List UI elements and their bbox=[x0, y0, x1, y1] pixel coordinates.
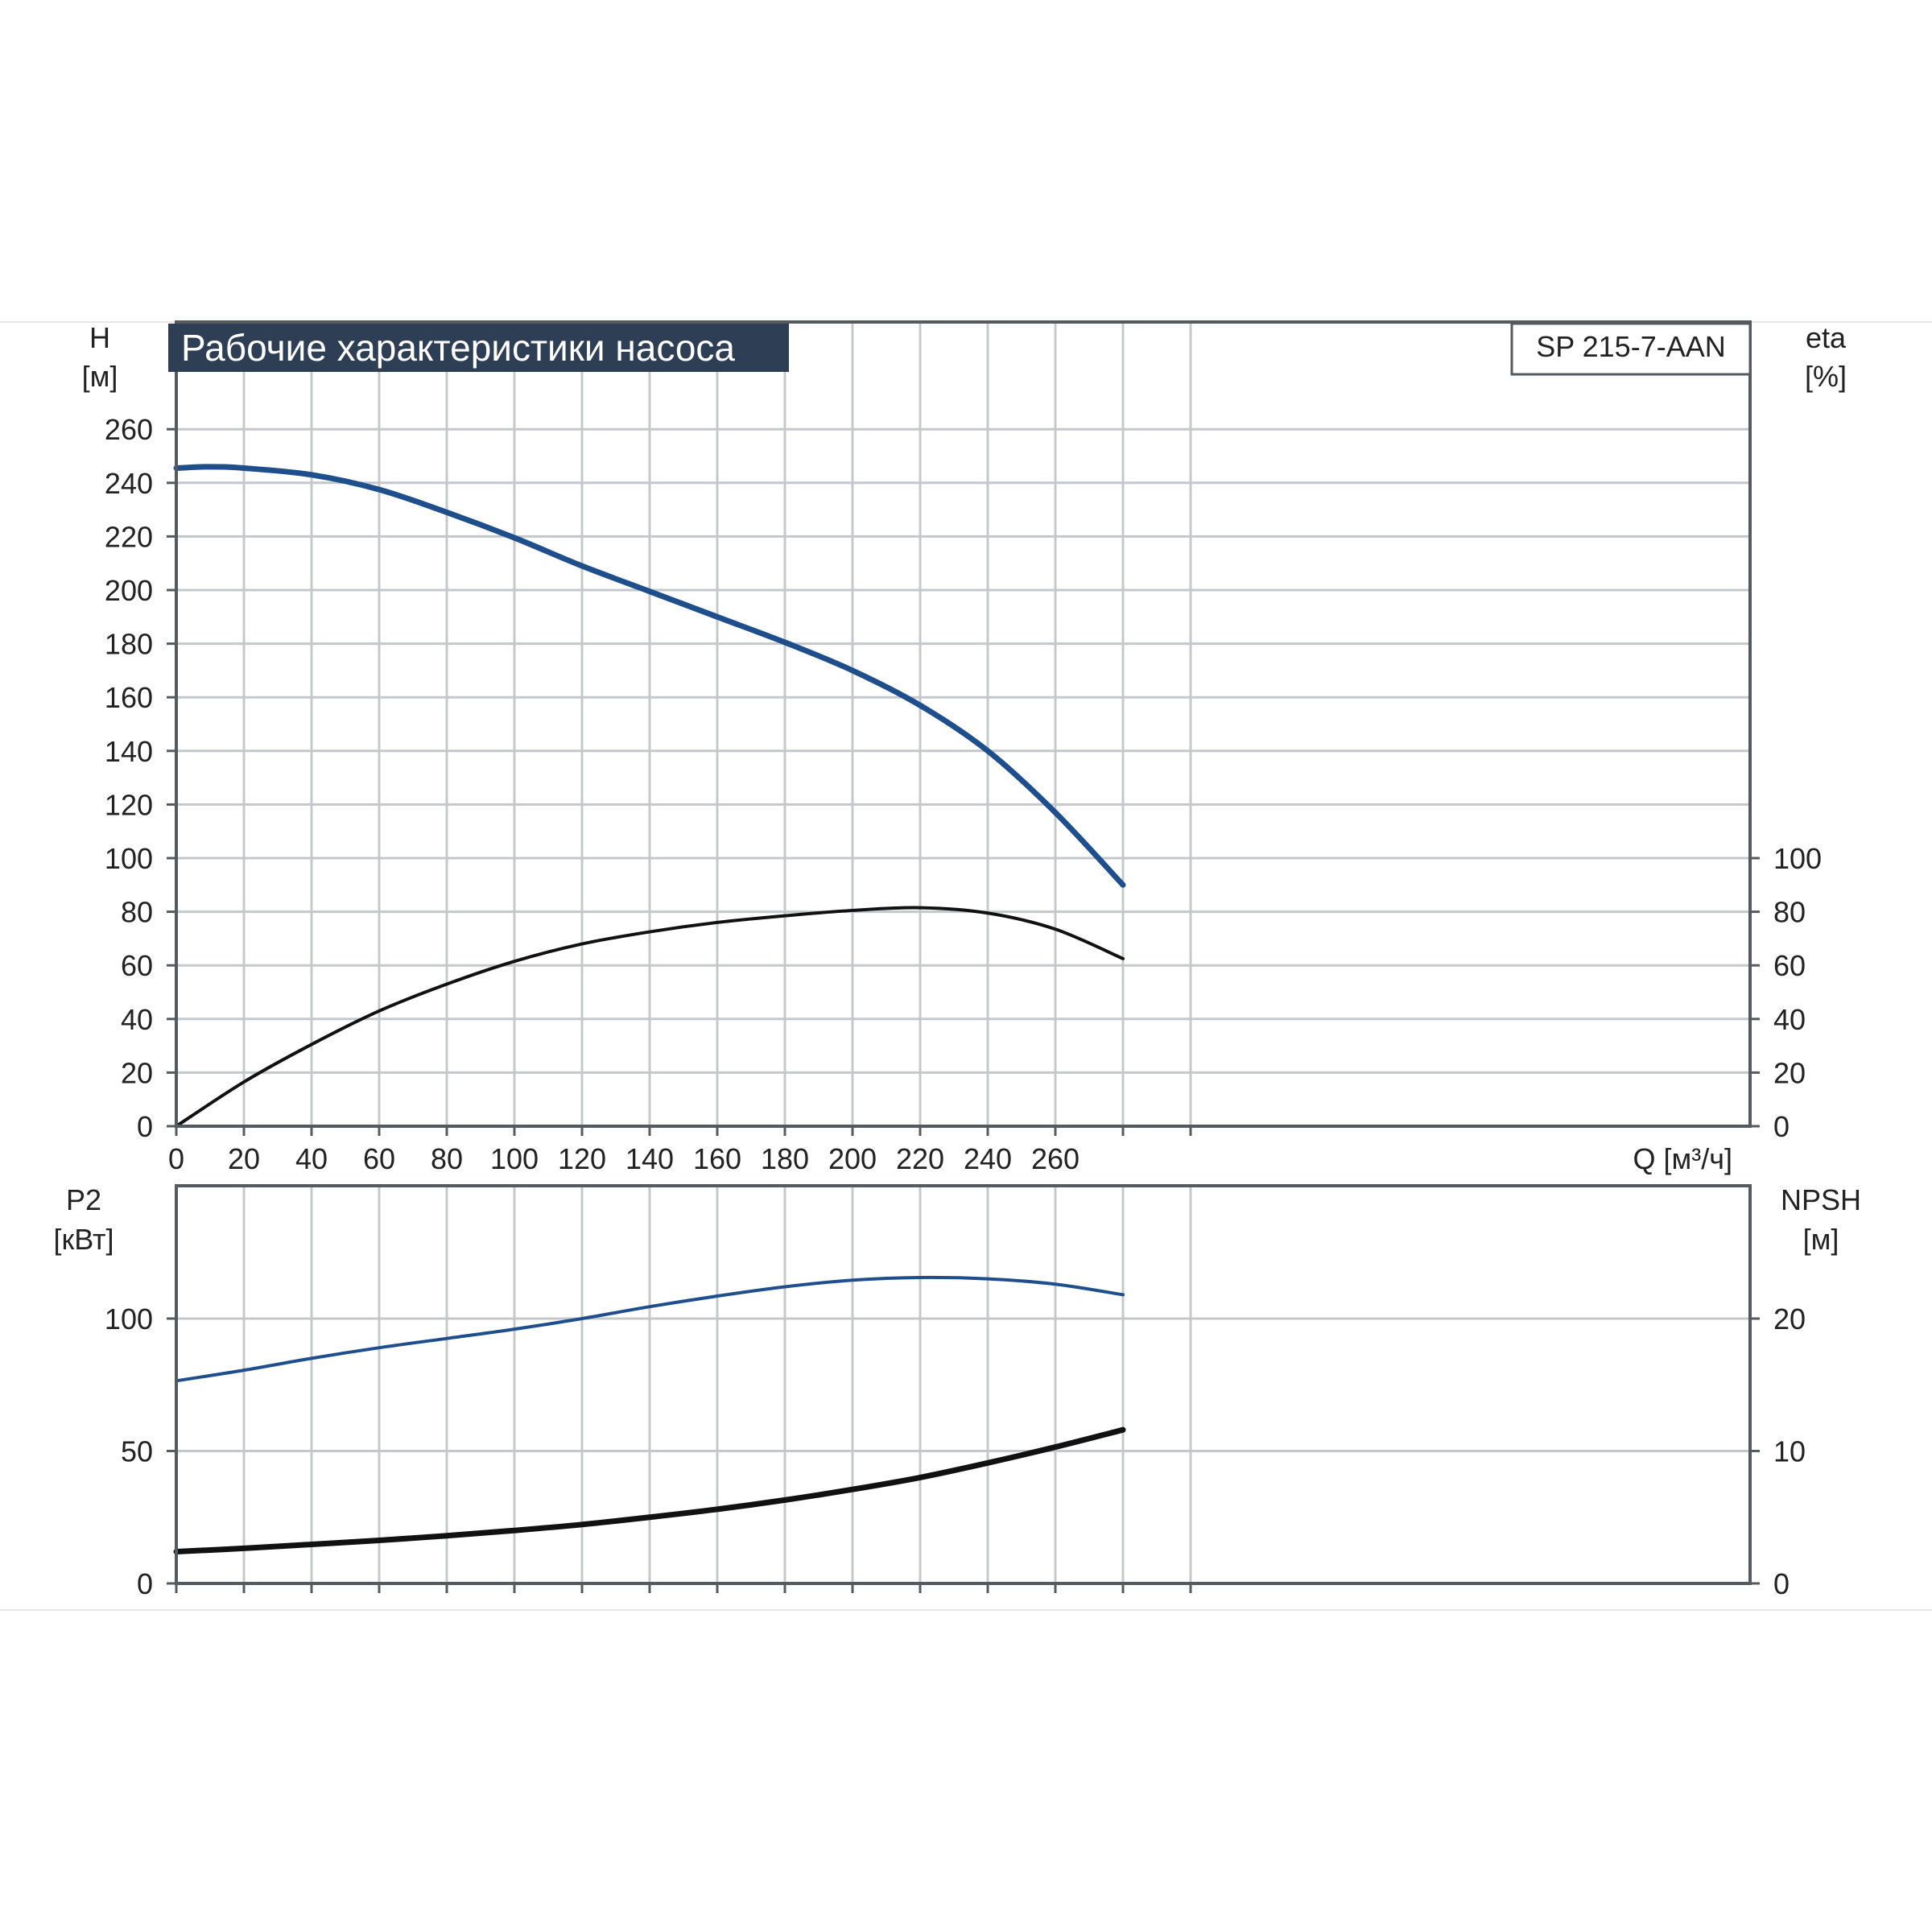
left-axis-tick-label: 260 bbox=[105, 413, 153, 446]
series-line-npsh bbox=[173, 1426, 1126, 1555]
bottom-chart-frame bbox=[175, 1184, 1752, 1585]
right-axis-tick-label: 60 bbox=[1773, 949, 1806, 982]
left-axis-tick-label: 100 bbox=[105, 842, 153, 875]
efficiency-axis-unit: [%] bbox=[1805, 360, 1847, 393]
left-axis-tick-label: 220 bbox=[105, 520, 153, 553]
left-axis-tick-label: 20 bbox=[121, 1056, 153, 1089]
left-axis-tick-label: 180 bbox=[105, 628, 153, 661]
power-axis-unit: [кВт] bbox=[53, 1223, 114, 1256]
left-axis-tick-label: 160 bbox=[105, 681, 153, 714]
left-axis-tick-label: 0 bbox=[137, 1110, 153, 1143]
left-axis-tick-label: 140 bbox=[105, 735, 153, 768]
chart-title-banner bbox=[168, 324, 789, 372]
right-axis-tick-label: 0 bbox=[1773, 1567, 1790, 1600]
head-axis-name: H bbox=[89, 321, 110, 354]
bottom-chart-curves bbox=[173, 1275, 1126, 1555]
flow-axis-label: Q [м³/ч] bbox=[1633, 1142, 1732, 1175]
right-axis-tick-label: 0 bbox=[1773, 1110, 1790, 1143]
power-axis-name: P2 bbox=[66, 1183, 101, 1216]
top-chart-grid bbox=[176, 322, 1750, 1126]
x-axis-tick-label: 200 bbox=[828, 1142, 877, 1175]
left-axis-tick-label: 50 bbox=[121, 1435, 153, 1468]
power-npsh-chart: 0 50 100 0 10 20 P2 [кВт] NPSH [м] bbox=[53, 1183, 1861, 1600]
left-axis-tick-label: 100 bbox=[105, 1302, 153, 1335]
x-axis-tick-label: 40 bbox=[295, 1142, 328, 1175]
top-chart-ticks: 0204060801001201401601802002202402600204… bbox=[105, 413, 1822, 1175]
right-axis-tick-label: 20 bbox=[1773, 1302, 1806, 1335]
series-line-h bbox=[173, 464, 1126, 888]
left-axis-tick-label: 200 bbox=[105, 574, 153, 607]
bottom-chart-grid bbox=[176, 1186, 1750, 1583]
x-axis-tick-label: 80 bbox=[431, 1142, 463, 1175]
right-axis-tick-label: 10 bbox=[1773, 1435, 1806, 1468]
npsh-axis-name: NPSH bbox=[1781, 1183, 1861, 1216]
model-label-box bbox=[1510, 322, 1752, 376]
x-axis-tick-label: 160 bbox=[693, 1142, 741, 1175]
left-axis-tick-label: 80 bbox=[121, 896, 153, 929]
model-label: SP 215-7-AAN bbox=[1536, 330, 1725, 363]
head-axis-unit: [м] bbox=[82, 360, 118, 393]
top-chart-frame bbox=[175, 320, 1752, 1128]
series-line-eta bbox=[175, 906, 1125, 1128]
series-line-p2 bbox=[175, 1275, 1125, 1383]
x-axis-tick-label: 0 bbox=[168, 1142, 184, 1175]
bottom-chart-ticks: 0 50 100 0 10 20 bbox=[105, 1302, 1806, 1600]
right-axis-tick-label: 40 bbox=[1773, 1003, 1806, 1036]
left-axis-tick-label: 120 bbox=[105, 788, 153, 821]
x-axis-tick-label: 100 bbox=[490, 1142, 539, 1175]
top-chart-curves bbox=[173, 464, 1126, 1128]
x-axis-tick-label: 240 bbox=[964, 1142, 1012, 1175]
right-axis-tick-label: 100 bbox=[1773, 842, 1822, 875]
left-axis-tick-label: 0 bbox=[137, 1567, 153, 1600]
x-axis-tick-label: 140 bbox=[625, 1142, 674, 1175]
x-axis-tick-label: 180 bbox=[761, 1142, 809, 1175]
head-efficiency-chart: 0204060801001201401601802002202402600204… bbox=[82, 320, 1847, 1175]
right-axis-tick-label: 80 bbox=[1773, 896, 1806, 929]
left-axis-tick-label: 240 bbox=[105, 467, 153, 500]
x-axis-tick-label: 60 bbox=[363, 1142, 395, 1175]
x-axis-tick-label: 20 bbox=[228, 1142, 260, 1175]
left-axis-tick-label: 40 bbox=[121, 1003, 153, 1036]
x-axis-tick-label: 220 bbox=[896, 1142, 944, 1175]
left-axis-tick-label: 60 bbox=[121, 949, 153, 982]
npsh-axis-unit: [м] bbox=[1803, 1223, 1839, 1256]
x-axis-tick-label: 120 bbox=[558, 1142, 606, 1175]
x-axis-tick-label: 260 bbox=[1031, 1142, 1080, 1175]
efficiency-axis-name: eta bbox=[1806, 321, 1847, 354]
chart-title: Рабочие характеристики насоса bbox=[181, 327, 735, 369]
right-axis-tick-label: 20 bbox=[1773, 1056, 1806, 1089]
